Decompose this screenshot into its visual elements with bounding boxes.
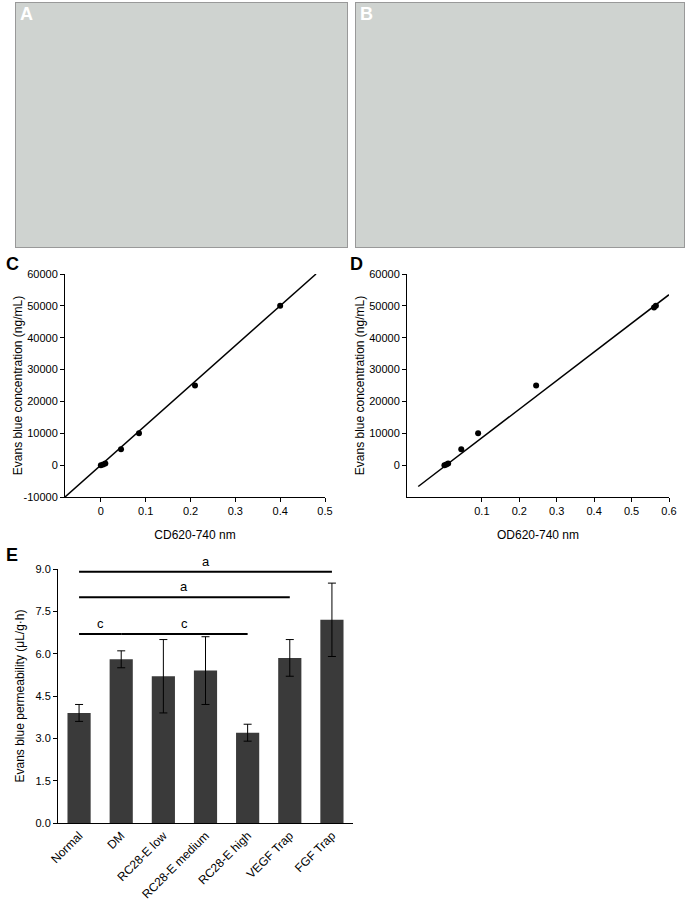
svg-text:RC28-E low: RC28-E low <box>115 829 170 884</box>
svg-text:0.3: 0.3 <box>228 505 243 517</box>
html-text:D: D <box>350 254 363 274</box>
svg-text:c: c <box>181 616 188 631</box>
svg-text:-10000: -10000 <box>24 491 58 503</box>
svg-text:20000: 20000 <box>369 395 400 407</box>
html-text:C: C <box>6 254 19 274</box>
svg-text:0.5: 0.5 <box>624 505 639 517</box>
svg-text:a: a <box>180 579 188 594</box>
svg-text:50000: 50000 <box>369 300 400 312</box>
html-text:B: B <box>360 4 373 24</box>
html-text:A: A <box>20 4 33 24</box>
svg-text:Evans blue concentration (ng/m: Evans blue concentration (ng/mL) <box>353 296 367 475</box>
svg-text:VEGF Trap: VEGF Trap <box>244 829 297 882</box>
svg-text:40000: 40000 <box>27 332 58 344</box>
svg-text:4.5: 4.5 <box>36 690 51 702</box>
svg-text:a: a <box>202 554 210 569</box>
svg-text:Evans blue concentration (ng/m: Evans blue concentration (ng/mL) <box>11 296 25 475</box>
svg-text:0.3: 0.3 <box>549 505 564 517</box>
svg-text:30000: 30000 <box>369 363 400 375</box>
svg-text:0.1: 0.1 <box>138 505 153 517</box>
svg-text:0.5: 0.5 <box>317 505 332 517</box>
svg-text:40000: 40000 <box>369 332 400 344</box>
svg-text:60000: 60000 <box>369 268 400 280</box>
svg-text:0.2: 0.2 <box>512 505 527 517</box>
svg-text:c: c <box>97 616 104 631</box>
svg-text:10000: 10000 <box>27 427 58 439</box>
svg-text:CD620-740 nm: CD620-740 nm <box>154 528 235 542</box>
svg-text:0.1: 0.1 <box>474 505 489 517</box>
svg-text:0.4: 0.4 <box>586 505 601 517</box>
svg-text:0.6: 0.6 <box>661 505 676 517</box>
html-text:E: E <box>6 545 18 565</box>
svg-text:RC28-E high: RC28-E high <box>196 829 254 887</box>
svg-text:3.0: 3.0 <box>36 732 51 744</box>
svg-text:9.0: 9.0 <box>36 563 51 575</box>
svg-text:1.5: 1.5 <box>36 775 51 787</box>
svg-text:0: 0 <box>52 459 58 471</box>
svg-text:0: 0 <box>394 459 400 471</box>
svg-text:30000: 30000 <box>27 363 58 375</box>
svg-text:0.0: 0.0 <box>36 817 51 829</box>
svg-text:60000: 60000 <box>27 268 58 280</box>
svg-text:0.4: 0.4 <box>273 505 288 517</box>
svg-text:OD620-740 nm: OD620-740 nm <box>497 528 579 542</box>
svg-text:DM: DM <box>104 829 127 852</box>
svg-text:10000: 10000 <box>369 427 400 439</box>
svg-text:0.2: 0.2 <box>183 505 198 517</box>
svg-text:20000: 20000 <box>27 395 58 407</box>
svg-text:RC28-E medium: RC28-E medium <box>139 829 212 902</box>
svg-text:0: 0 <box>98 505 104 517</box>
svg-text:50000: 50000 <box>27 300 58 312</box>
svg-text:Evans blue permeability (μL/g·: Evans blue permeability (μL/g·h) <box>13 610 27 783</box>
svg-text:FGF Trap: FGF Trap <box>292 829 338 875</box>
svg-text:7.5: 7.5 <box>36 605 51 617</box>
svg-text:Normal: Normal <box>48 829 85 866</box>
svg-text:6.0: 6.0 <box>36 648 51 660</box>
